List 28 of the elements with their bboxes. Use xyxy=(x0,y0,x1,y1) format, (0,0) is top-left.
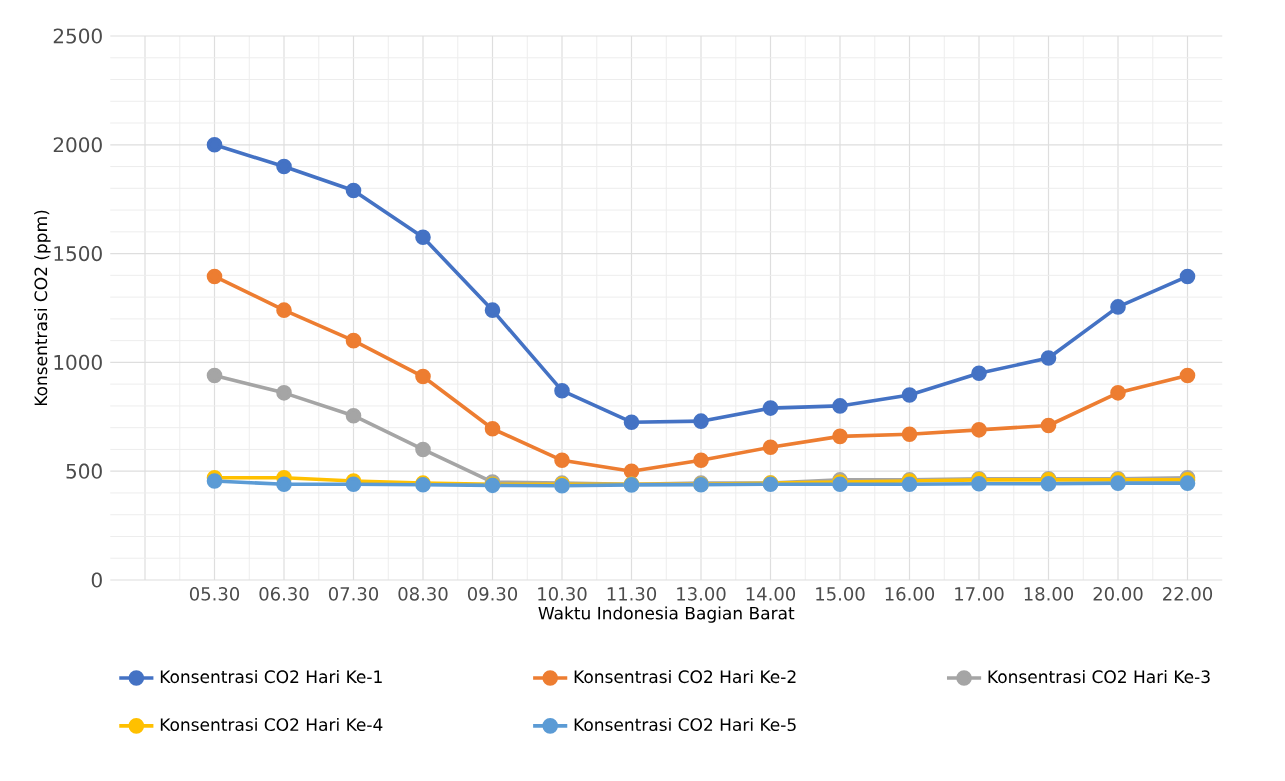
x-tick-label: 16.00 xyxy=(885,587,935,601)
x-tick-label: 20.00 xyxy=(1093,587,1143,601)
legend-label: Konsentrasi CO2 Hari Ke-2 xyxy=(574,669,796,684)
legend-label: Konsentrasi CO2 Hari Ke-5 xyxy=(574,717,796,732)
legend-label: Konsentrasi CO2 Hari Ke-4 xyxy=(160,717,383,732)
x-tick-label: 22.00 xyxy=(1163,587,1213,601)
y-tick-label: 1500 xyxy=(54,246,102,262)
legend-label: Konsentrasi CO2 Hari Ke-3 xyxy=(988,669,1210,684)
x-tick-label: 11.30 xyxy=(607,587,657,601)
y-tick-label: 2500 xyxy=(53,28,102,44)
x-tick-label: 15.00 xyxy=(816,587,865,601)
x-tick-label: 10.30 xyxy=(538,587,587,601)
x-tick-label: 14.00 xyxy=(746,587,796,601)
y-tick-label: 500 xyxy=(66,463,102,479)
x-tick-label: 07.30 xyxy=(328,587,379,601)
x-tick-label: 13.00 xyxy=(677,587,726,601)
x-tick-label: 08.30 xyxy=(398,587,448,601)
x-tick-label: 18.00 xyxy=(1024,587,1074,601)
x-tick-label: 17.00 xyxy=(955,587,1004,601)
y-axis-title: Konsentrasi CO2 (ppm) xyxy=(34,210,51,406)
x-tick-label: 06.30 xyxy=(259,587,309,601)
y-tick-label: 1000 xyxy=(54,354,102,370)
y-tick-label: 0 xyxy=(91,572,102,588)
y-tick-label: 2000 xyxy=(53,137,102,153)
x-tick-label: 09.30 xyxy=(467,587,518,601)
legend-label: Konsentrasi CO2 Hari Ke-1 xyxy=(160,669,382,684)
x-axis-title: Waktu Indonesia Bagian Barat xyxy=(538,606,795,623)
x-tick-label: 05.30 xyxy=(189,587,240,601)
